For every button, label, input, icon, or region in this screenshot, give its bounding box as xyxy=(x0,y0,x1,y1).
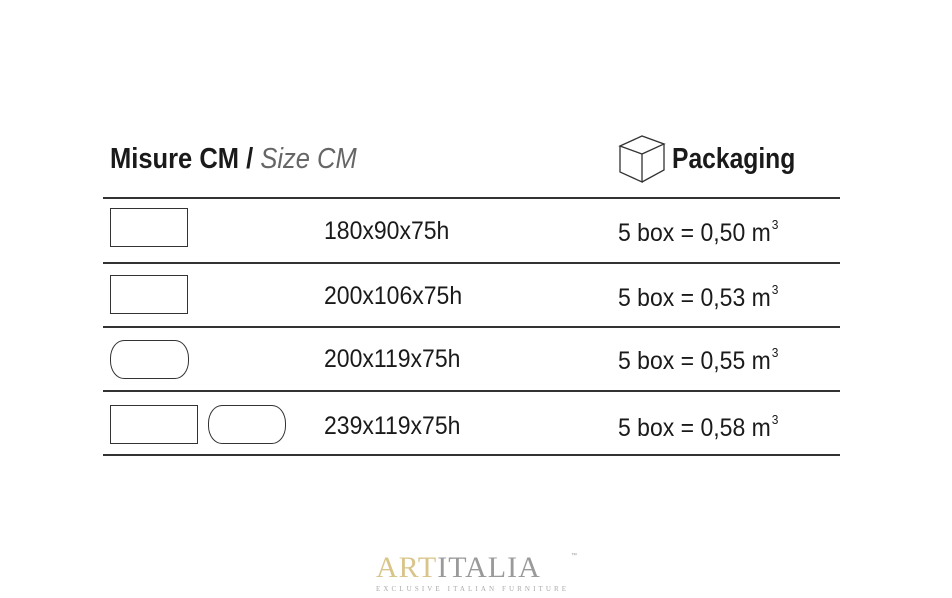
logo-art: ART xyxy=(376,551,438,584)
artitalia-logo: ARTITALIA xyxy=(376,551,541,585)
rectangle-table-shape xyxy=(110,405,198,444)
oval-table-shape xyxy=(208,405,286,444)
divider xyxy=(103,454,840,456)
rectangle-table-shape xyxy=(110,275,188,314)
row-size: 200x106x75h xyxy=(324,282,463,310)
unit-exponent: 3 xyxy=(771,217,779,232)
rectangle-table-shape xyxy=(110,208,188,247)
size-header: Misure CM / Size CM xyxy=(110,143,357,176)
packaging-value: 5 box = 0,58 m xyxy=(618,414,771,442)
row-size: 200x119x75h xyxy=(324,345,461,373)
divider xyxy=(103,326,840,328)
row-size: 180x90x75h xyxy=(324,217,450,245)
oval-table-shape xyxy=(110,340,189,379)
divider xyxy=(103,390,840,392)
trademark: ™ xyxy=(571,553,577,559)
unit-exponent: 3 xyxy=(771,412,779,427)
divider xyxy=(103,262,840,264)
divider xyxy=(103,197,840,199)
row-packaging: 5 box = 0,58 m3 xyxy=(618,412,778,443)
packaging-value: 5 box = 0,50 m xyxy=(618,219,771,247)
size-header-it: Misure CM / xyxy=(110,143,254,175)
packaging-value: 5 box = 0,53 m xyxy=(618,284,771,312)
unit-exponent: 3 xyxy=(771,345,779,360)
row-packaging: 5 box = 0,50 m3 xyxy=(618,217,778,248)
packaging-value: 5 box = 0,55 m xyxy=(618,347,771,375)
row-size: 239x119x75h xyxy=(324,412,461,440)
logo-italia: ITALIA xyxy=(437,551,541,584)
row-packaging: 5 box = 0,55 m3 xyxy=(618,345,778,376)
box-icon xyxy=(618,135,666,184)
unit-exponent: 3 xyxy=(771,282,779,297)
packaging-header: Packaging xyxy=(672,143,796,175)
row-packaging: 5 box = 0,53 m3 xyxy=(618,282,778,313)
size-header-en: Size CM xyxy=(260,143,357,175)
logo-tagline: EXCLUSIVE ITALIAN FURNITURE xyxy=(376,585,570,593)
